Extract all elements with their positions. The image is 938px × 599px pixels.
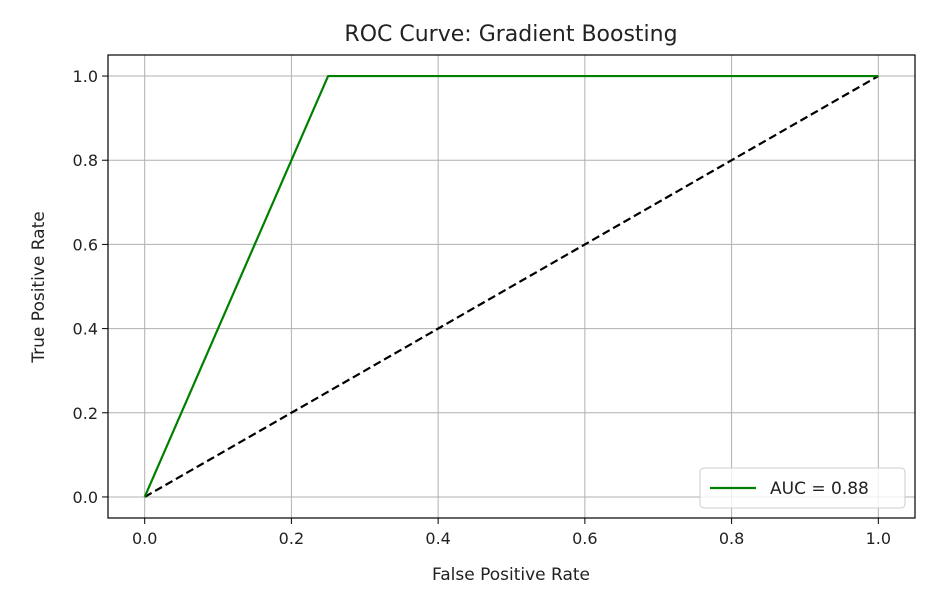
chance-line xyxy=(144,75,879,498)
y-tick-label: 0.8 xyxy=(73,151,98,170)
legend-box xyxy=(699,467,906,509)
y-tick-label: 0.6 xyxy=(73,235,98,254)
y-tick-label: 0.4 xyxy=(73,320,98,339)
y-tick-label: 0.2 xyxy=(73,404,98,423)
chart-title: ROC Curve: Gradient Boosting xyxy=(344,22,677,47)
x-tick-label: 0.0 xyxy=(132,529,157,548)
x-tick-label: 0.6 xyxy=(572,529,597,548)
series-group xyxy=(143,74,879,498)
legend: AUC = 0.88 xyxy=(699,467,906,509)
plot-frame xyxy=(107,54,916,519)
x-tick-label: 0.8 xyxy=(719,529,744,548)
y-axis-label: True Positive Rate xyxy=(29,211,49,363)
x-axis-label: False Positive Rate xyxy=(432,565,590,585)
y-tick-label: 1.0 xyxy=(73,67,98,86)
x-tick-label: 1.0 xyxy=(866,529,891,548)
roc-curve-line xyxy=(143,74,879,498)
grid xyxy=(108,55,915,518)
legend-label: AUC = 0.88 xyxy=(770,479,869,499)
y-tick-label: 0.0 xyxy=(73,488,98,507)
x-tick-label: 0.4 xyxy=(425,529,450,548)
ticks: 0.0 0.2 0.4 0.6 0.8 1.0 0.0 0.2 0.4 0.6 0.8 1.0 xyxy=(73,67,891,548)
x-tick-label: 0.2 xyxy=(279,529,304,548)
